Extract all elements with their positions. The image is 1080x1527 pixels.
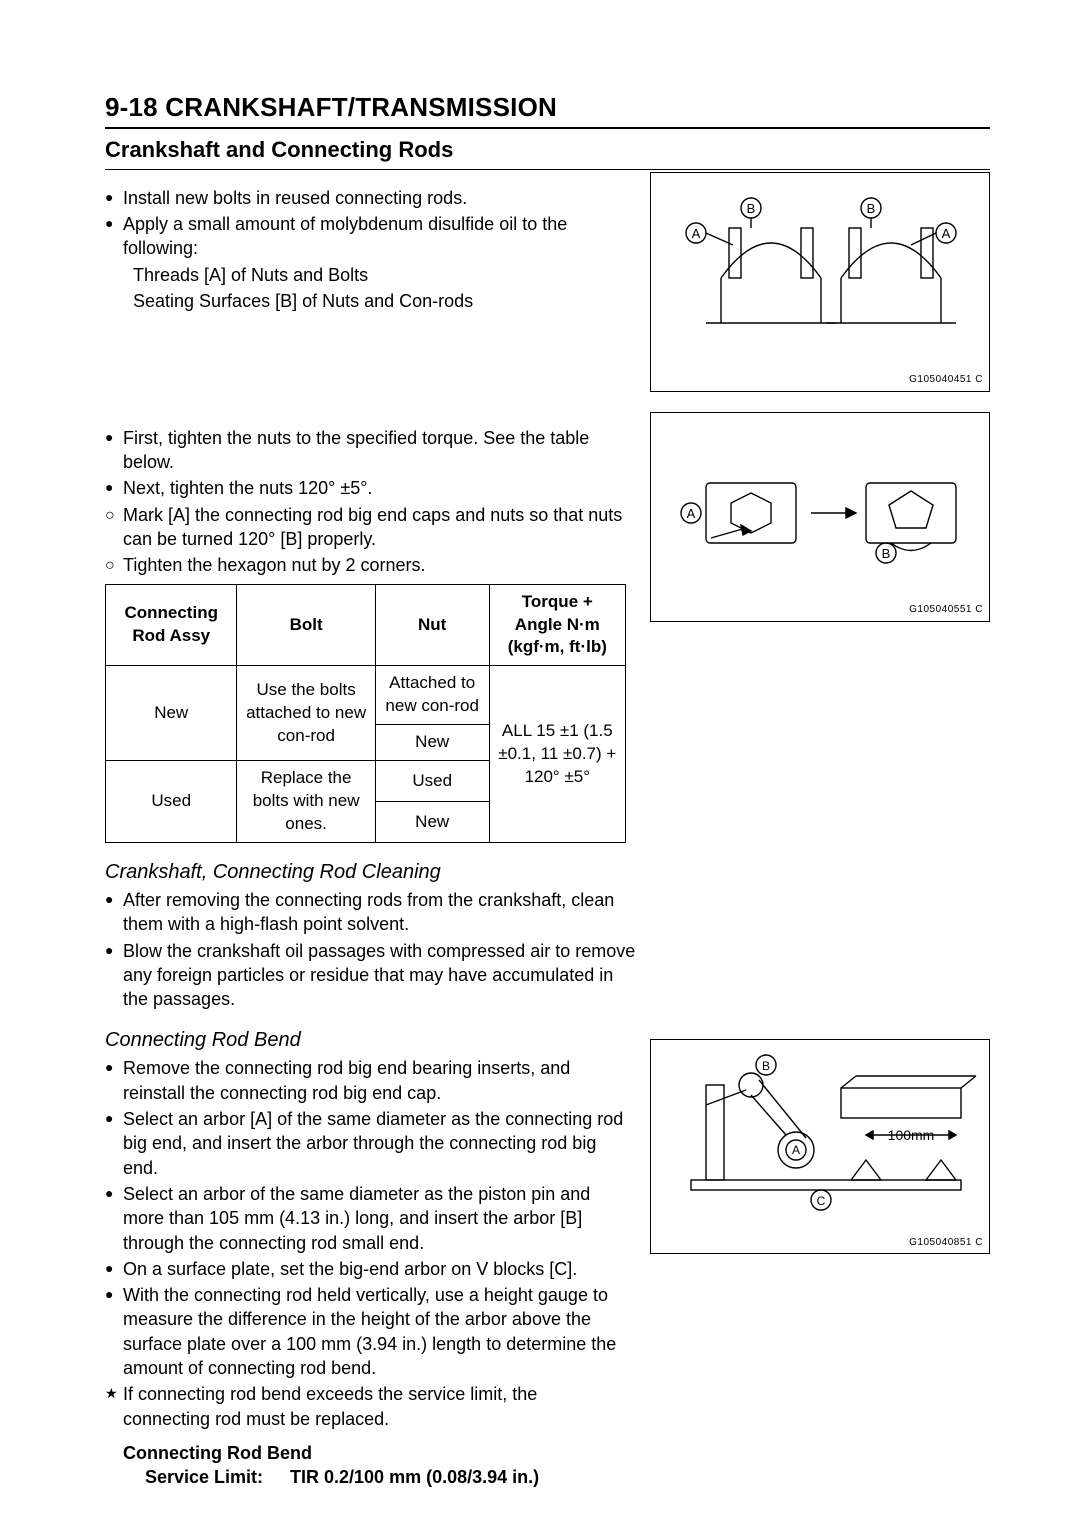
td: New <box>106 666 237 761</box>
block-bend: Connecting Rod Bend Remove the connectin… <box>105 1021 990 1489</box>
th: Nut <box>375 584 489 666</box>
figure-ref: G105040451 C <box>909 373 983 387</box>
sub-line: Threads [A] of Nuts and Bolts <box>105 263 626 287</box>
dim-label: 100mm <box>888 1127 935 1143</box>
svg-text:C: C <box>817 1194 826 1208</box>
svg-text:B: B <box>747 201 756 216</box>
figure-lubrication: A B A B G105040451 C <box>650 172 990 392</box>
td: Use the bolts attached to new con-rod <box>237 666 375 761</box>
svg-text:B: B <box>762 1059 770 1073</box>
bend-title: Connecting Rod Bend <box>105 1027 626 1054</box>
list-item: Select an arbor of the same diameter as … <box>105 1182 626 1255</box>
svg-text:B: B <box>882 546 891 561</box>
figure-nut-mark: A B G105040551 C <box>650 412 990 622</box>
spec-limit: Service Limit: TIR 0.2/100 mm (0.08/3.94… <box>105 1465 626 1489</box>
list-item: After removing the connecting rods from … <box>105 888 643 937</box>
block-install: Install new bolts in reused connecting r… <box>105 172 990 392</box>
section-title: Crankshaft and Connecting Rods <box>105 127 990 170</box>
list-item: On a surface plate, set the big-end arbo… <box>105 1257 626 1281</box>
figure-ref: G105040551 C <box>909 603 983 617</box>
torque-table: Connecting Rod Assy Bolt Nut Torque + An… <box>105 584 626 843</box>
td: New <box>375 802 489 843</box>
service-limit-label: Service Limit: <box>145 1465 285 1489</box>
list-item: If connecting rod bend exceeds the servi… <box>105 1382 626 1431</box>
service-limit-value: TIR 0.2/100 mm (0.08/3.94 in.) <box>290 1467 539 1487</box>
sub-line: Seating Surfaces [B] of Nuts and Con-rod… <box>105 289 626 313</box>
td: Used <box>375 761 489 802</box>
th: Bolt <box>237 584 375 666</box>
cleaning-title: Crankshaft, Connecting Rod Cleaning <box>105 859 990 886</box>
th: Torque + Angle N·m (kgf·m, ft·lb) <box>489 584 625 666</box>
list-item: Blow the crankshaft oil passages with co… <box>105 939 643 1012</box>
block-tighten: First, tighten the nuts to the specified… <box>105 412 990 843</box>
td: Replace the bolts with new ones. <box>237 761 375 843</box>
figure-ref: G105040851 C <box>909 1236 983 1250</box>
list-item: With the connecting rod held vertically,… <box>105 1283 626 1380</box>
spec-label: Connecting Rod Bend <box>105 1441 626 1465</box>
svg-text:B: B <box>867 201 876 216</box>
svg-text:A: A <box>687 506 696 521</box>
list-item: Select an arbor [A] of the same diameter… <box>105 1107 626 1180</box>
svg-text:A: A <box>692 226 701 241</box>
list-item: Mark [A] the connecting rod big end caps… <box>105 503 626 552</box>
td: New <box>375 725 489 761</box>
page-title: 9-18 CRANKSHAFT/TRANSMISSION <box>105 90 990 125</box>
table-row: New Use the bolts attached to new con-ro… <box>106 666 626 725</box>
list-item: First, tighten the nuts to the specified… <box>105 426 626 475</box>
list-item: Next, tighten the nuts 120° ±5°. <box>105 476 626 500</box>
list-item: Remove the connecting rod big end bearin… <box>105 1056 626 1105</box>
bend-list: Remove the connecting rod big end bearin… <box>105 1056 626 1430</box>
cleaning-list: After removing the connecting rods from … <box>105 888 990 1011</box>
list-item: Tighten the hexagon nut by 2 corners. <box>105 553 626 577</box>
tighten-list: First, tighten the nuts to the specified… <box>105 426 626 578</box>
td: Attached to new con-rod <box>375 666 489 725</box>
table-row: Connecting Rod Assy Bolt Nut Torque + An… <box>106 584 626 666</box>
figure-bend: A B <box>650 1039 990 1254</box>
svg-text:A: A <box>942 226 951 241</box>
td: ALL 15 ±1 (1.5 ±0.1, 11 ±0.7) + 120° ±5° <box>489 666 625 843</box>
list-item: Install new bolts in reused connecting r… <box>105 186 626 210</box>
td: Used <box>106 761 237 843</box>
th: Connecting Rod Assy <box>106 584 237 666</box>
svg-text:A: A <box>792 1143 800 1157</box>
install-list: Install new bolts in reused connecting r… <box>105 186 626 261</box>
list-item: Apply a small amount of molybdenum disul… <box>105 212 626 261</box>
